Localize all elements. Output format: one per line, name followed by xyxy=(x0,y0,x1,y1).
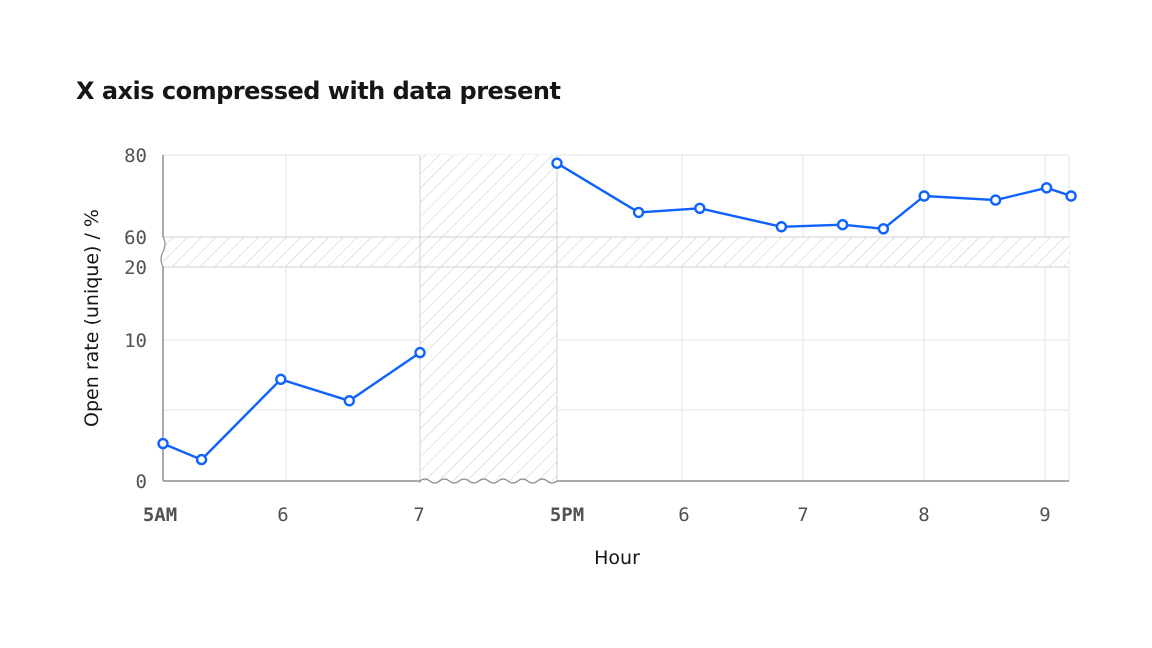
y-tick-label: 20 xyxy=(124,257,147,279)
x-tick-labels: 5AM 6 7 5PM 6 7 8 9 xyxy=(143,504,1051,526)
x-tick-label: 5PM xyxy=(550,504,584,526)
x-tick-label: 8 xyxy=(918,504,929,526)
data-point xyxy=(694,202,706,215)
x-tick-label: 7 xyxy=(413,504,424,526)
series-lines xyxy=(162,162,1072,461)
series-line xyxy=(162,351,421,461)
data-point xyxy=(414,346,426,359)
y-tick-label: 60 xyxy=(124,227,147,249)
data-point xyxy=(343,395,356,407)
x-tick-label: 7 xyxy=(797,504,808,526)
axis-breaks xyxy=(163,155,1069,481)
data-point xyxy=(195,453,208,466)
x-axis-title: Hour xyxy=(594,547,640,569)
y-tick-label: 10 xyxy=(124,330,147,352)
data-point xyxy=(775,221,788,233)
data-point xyxy=(989,194,1002,206)
data-point xyxy=(632,206,645,219)
x-axis-break-wave xyxy=(419,478,558,484)
x-tick-label: 6 xyxy=(277,504,288,526)
y-axis-break-band xyxy=(163,237,1069,267)
data-point xyxy=(1065,190,1077,202)
data-point xyxy=(551,157,563,169)
y-tick-labels: 0 10 20 60 80 xyxy=(124,145,147,493)
series-line xyxy=(556,162,1072,230)
data-point xyxy=(157,437,169,450)
x-tick-label: 5AM xyxy=(143,504,177,526)
data-point xyxy=(275,373,287,386)
y-axis-break-wave xyxy=(160,236,166,268)
data-point xyxy=(836,218,849,231)
data-point xyxy=(877,223,890,235)
series-points xyxy=(157,157,1077,466)
x-axis-break-band xyxy=(420,155,557,481)
gridlines xyxy=(163,154,1070,481)
data-point xyxy=(1040,182,1053,194)
y-tick-label: 0 xyxy=(136,471,147,493)
x-tick-label: 9 xyxy=(1039,504,1050,526)
y-tick-label: 80 xyxy=(124,145,147,167)
x-tick-label: 6 xyxy=(678,504,689,526)
y-axis-title: Open rate (unique) / % xyxy=(81,209,103,427)
chart-title: X axis compressed with data present xyxy=(76,77,561,105)
data-point xyxy=(918,190,930,202)
axes xyxy=(160,155,1069,484)
